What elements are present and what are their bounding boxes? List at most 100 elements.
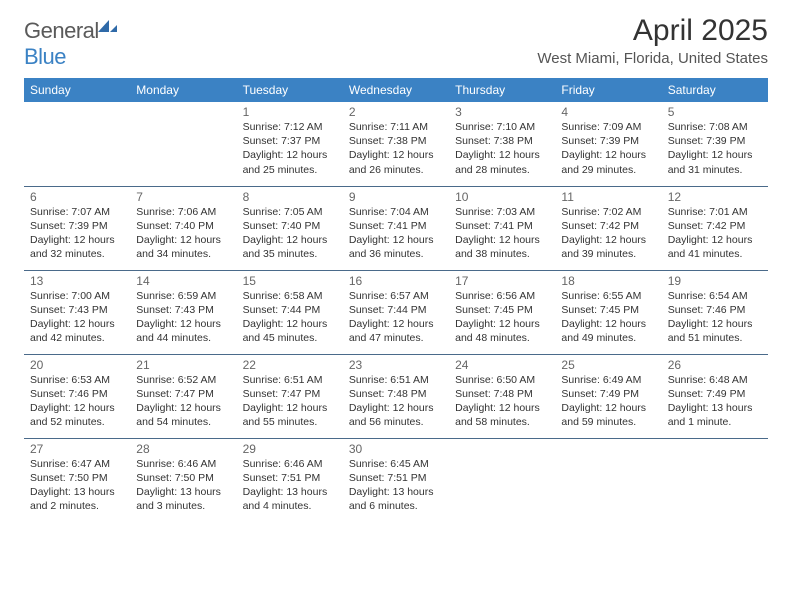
calendar-cell: 23Sunrise: 6:51 AMSunset: 7:48 PMDayligh… bbox=[343, 354, 449, 438]
day-number: 15 bbox=[243, 274, 337, 288]
logo-sail-icon bbox=[97, 14, 119, 39]
logo-word1: General bbox=[24, 18, 99, 43]
sunset-text: Sunset: 7:38 PM bbox=[455, 134, 549, 148]
sunset-text: Sunset: 7:37 PM bbox=[243, 134, 337, 148]
daylight-text: Daylight: 12 hours and 47 minutes. bbox=[349, 317, 443, 345]
page-title: April 2025 bbox=[537, 14, 768, 48]
calendar-row: 13Sunrise: 7:00 AMSunset: 7:43 PMDayligh… bbox=[24, 270, 768, 354]
calendar-cell: 6Sunrise: 7:07 AMSunset: 7:39 PMDaylight… bbox=[24, 186, 130, 270]
sunrise-text: Sunrise: 6:54 AM bbox=[668, 289, 762, 303]
daylight-text: Daylight: 13 hours and 6 minutes. bbox=[349, 485, 443, 513]
calendar-cell: 17Sunrise: 6:56 AMSunset: 7:45 PMDayligh… bbox=[449, 270, 555, 354]
daylight-text: Daylight: 12 hours and 48 minutes. bbox=[455, 317, 549, 345]
sunset-text: Sunset: 7:51 PM bbox=[349, 471, 443, 485]
sunrise-text: Sunrise: 6:51 AM bbox=[243, 373, 337, 387]
sunrise-text: Sunrise: 7:07 AM bbox=[30, 205, 124, 219]
weekday-header-row: Sunday Monday Tuesday Wednesday Thursday… bbox=[24, 78, 768, 102]
calendar-cell: 7Sunrise: 7:06 AMSunset: 7:40 PMDaylight… bbox=[130, 186, 236, 270]
daylight-text: Daylight: 12 hours and 59 minutes. bbox=[561, 401, 655, 429]
sunset-text: Sunset: 7:50 PM bbox=[30, 471, 124, 485]
day-number: 6 bbox=[30, 190, 124, 204]
sunrise-text: Sunrise: 7:01 AM bbox=[668, 205, 762, 219]
sunset-text: Sunset: 7:44 PM bbox=[243, 303, 337, 317]
sunrise-text: Sunrise: 7:11 AM bbox=[349, 120, 443, 134]
day-number: 22 bbox=[243, 358, 337, 372]
weekday-header: Sunday bbox=[24, 78, 130, 102]
day-number: 5 bbox=[668, 105, 762, 119]
sunrise-text: Sunrise: 6:46 AM bbox=[243, 457, 337, 471]
daylight-text: Daylight: 12 hours and 42 minutes. bbox=[30, 317, 124, 345]
sunset-text: Sunset: 7:49 PM bbox=[561, 387, 655, 401]
daylight-text: Daylight: 12 hours and 39 minutes. bbox=[561, 233, 655, 261]
calendar-cell: 16Sunrise: 6:57 AMSunset: 7:44 PMDayligh… bbox=[343, 270, 449, 354]
sunrise-text: Sunrise: 7:10 AM bbox=[455, 120, 549, 134]
day-number: 18 bbox=[561, 274, 655, 288]
sunset-text: Sunset: 7:45 PM bbox=[455, 303, 549, 317]
day-number: 8 bbox=[243, 190, 337, 204]
day-number: 13 bbox=[30, 274, 124, 288]
sunset-text: Sunset: 7:40 PM bbox=[136, 219, 230, 233]
calendar-cell: 11Sunrise: 7:02 AMSunset: 7:42 PMDayligh… bbox=[555, 186, 661, 270]
day-number: 26 bbox=[668, 358, 762, 372]
daylight-text: Daylight: 12 hours and 56 minutes. bbox=[349, 401, 443, 429]
calendar-cell: 19Sunrise: 6:54 AMSunset: 7:46 PMDayligh… bbox=[662, 270, 768, 354]
sunset-text: Sunset: 7:48 PM bbox=[349, 387, 443, 401]
sunrise-text: Sunrise: 6:55 AM bbox=[561, 289, 655, 303]
calendar-cell: 24Sunrise: 6:50 AMSunset: 7:48 PMDayligh… bbox=[449, 354, 555, 438]
calendar-cell: 21Sunrise: 6:52 AMSunset: 7:47 PMDayligh… bbox=[130, 354, 236, 438]
calendar-cell: 22Sunrise: 6:51 AMSunset: 7:47 PMDayligh… bbox=[237, 354, 343, 438]
sunset-text: Sunset: 7:40 PM bbox=[243, 219, 337, 233]
sunset-text: Sunset: 7:43 PM bbox=[30, 303, 124, 317]
calendar-cell: 5Sunrise: 7:08 AMSunset: 7:39 PMDaylight… bbox=[662, 102, 768, 186]
sunrise-text: Sunrise: 6:57 AM bbox=[349, 289, 443, 303]
calendar-cell: 20Sunrise: 6:53 AMSunset: 7:46 PMDayligh… bbox=[24, 354, 130, 438]
day-number: 30 bbox=[349, 442, 443, 456]
calendar-cell: 15Sunrise: 6:58 AMSunset: 7:44 PMDayligh… bbox=[237, 270, 343, 354]
day-number: 21 bbox=[136, 358, 230, 372]
day-number: 17 bbox=[455, 274, 549, 288]
sunrise-text: Sunrise: 7:12 AM bbox=[243, 120, 337, 134]
calendar-cell: 27Sunrise: 6:47 AMSunset: 7:50 PMDayligh… bbox=[24, 438, 130, 522]
day-number: 28 bbox=[136, 442, 230, 456]
calendar-cell: 18Sunrise: 6:55 AMSunset: 7:45 PMDayligh… bbox=[555, 270, 661, 354]
weekday-header: Thursday bbox=[449, 78, 555, 102]
sunset-text: Sunset: 7:42 PM bbox=[668, 219, 762, 233]
calendar-row: 20Sunrise: 6:53 AMSunset: 7:46 PMDayligh… bbox=[24, 354, 768, 438]
daylight-text: Daylight: 12 hours and 25 minutes. bbox=[243, 148, 337, 176]
daylight-text: Daylight: 13 hours and 2 minutes. bbox=[30, 485, 124, 513]
day-number: 4 bbox=[561, 105, 655, 119]
day-number: 27 bbox=[30, 442, 124, 456]
sunset-text: Sunset: 7:51 PM bbox=[243, 471, 337, 485]
calendar-row: 27Sunrise: 6:47 AMSunset: 7:50 PMDayligh… bbox=[24, 438, 768, 522]
sunrise-text: Sunrise: 7:06 AM bbox=[136, 205, 230, 219]
daylight-text: Daylight: 13 hours and 4 minutes. bbox=[243, 485, 337, 513]
sunrise-text: Sunrise: 7:09 AM bbox=[561, 120, 655, 134]
calendar-cell: 25Sunrise: 6:49 AMSunset: 7:49 PMDayligh… bbox=[555, 354, 661, 438]
calendar-cell: 10Sunrise: 7:03 AMSunset: 7:41 PMDayligh… bbox=[449, 186, 555, 270]
daylight-text: Daylight: 12 hours and 31 minutes. bbox=[668, 148, 762, 176]
day-number: 16 bbox=[349, 274, 443, 288]
sunset-text: Sunset: 7:39 PM bbox=[561, 134, 655, 148]
calendar-cell bbox=[555, 438, 661, 522]
calendar-cell: 26Sunrise: 6:48 AMSunset: 7:49 PMDayligh… bbox=[662, 354, 768, 438]
sunrise-text: Sunrise: 6:51 AM bbox=[349, 373, 443, 387]
sunrise-text: Sunrise: 7:08 AM bbox=[668, 120, 762, 134]
day-number: 24 bbox=[455, 358, 549, 372]
weekday-header: Monday bbox=[130, 78, 236, 102]
daylight-text: Daylight: 12 hours and 38 minutes. bbox=[455, 233, 549, 261]
sunrise-text: Sunrise: 6:46 AM bbox=[136, 457, 230, 471]
daylight-text: Daylight: 12 hours and 49 minutes. bbox=[561, 317, 655, 345]
logo-word2: Blue bbox=[24, 44, 66, 69]
calendar-cell: 13Sunrise: 7:00 AMSunset: 7:43 PMDayligh… bbox=[24, 270, 130, 354]
sunset-text: Sunset: 7:47 PM bbox=[243, 387, 337, 401]
sunrise-text: Sunrise: 6:59 AM bbox=[136, 289, 230, 303]
sunset-text: Sunset: 7:42 PM bbox=[561, 219, 655, 233]
sunset-text: Sunset: 7:41 PM bbox=[455, 219, 549, 233]
sunrise-text: Sunrise: 7:03 AM bbox=[455, 205, 549, 219]
daylight-text: Daylight: 12 hours and 52 minutes. bbox=[30, 401, 124, 429]
day-number: 29 bbox=[243, 442, 337, 456]
calendar-row: 1Sunrise: 7:12 AMSunset: 7:37 PMDaylight… bbox=[24, 102, 768, 186]
daylight-text: Daylight: 12 hours and 54 minutes. bbox=[136, 401, 230, 429]
sunrise-text: Sunrise: 6:47 AM bbox=[30, 457, 124, 471]
calendar-cell: 14Sunrise: 6:59 AMSunset: 7:43 PMDayligh… bbox=[130, 270, 236, 354]
